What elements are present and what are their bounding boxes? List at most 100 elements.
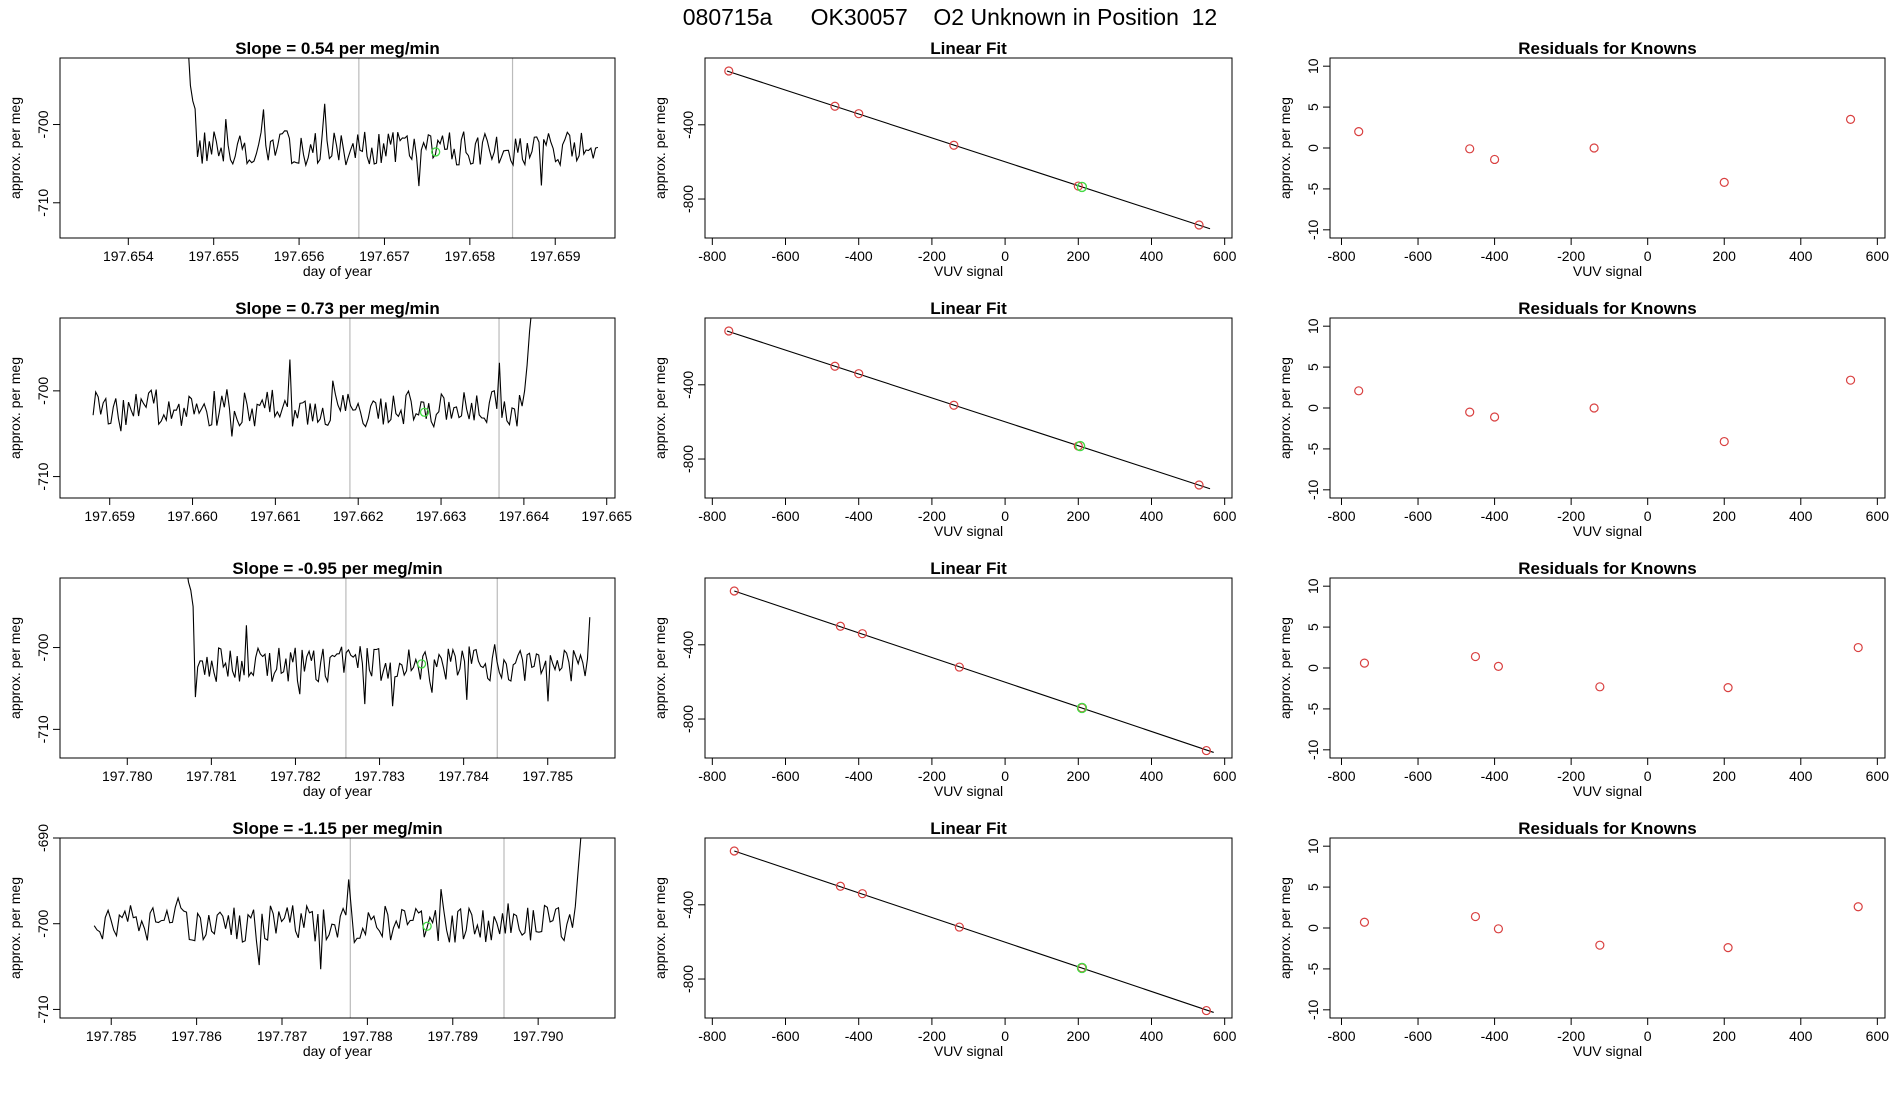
panel-title: Residuals for Knowns [1518,819,1697,838]
y-tick-label: 0 [1305,404,1321,412]
x-tick-label: 200 [1067,1028,1091,1044]
y-axis-label: approx. per meg [1277,357,1293,459]
x-tick-label: 197.783 [354,768,405,784]
y-tick-label: 5 [1305,103,1321,111]
plot-frame [704,577,1233,759]
y-tick-label: -710 [35,995,51,1023]
x-tick-label: 400 [1789,508,1813,524]
known-point [954,922,964,932]
x-tick-label: 197.782 [270,768,321,784]
x-tick-label: -800 [1327,1028,1355,1044]
known-point [830,101,840,111]
x-tick-label: 200 [1067,508,1091,524]
signal-trace [93,838,582,970]
y-tick-label: -800 [680,185,696,213]
y-tick-label: -700 [35,110,51,138]
panel-residuals-1: Residuals for Knowns -800 -600 -400 -200 0 200… [1277,39,1889,279]
x-tick-label: 197.664 [499,508,550,524]
y-tick-label: -5 [1305,442,1321,455]
x-tick-label: 600 [1866,248,1890,264]
y-tick-label: -10 [1305,219,1321,239]
plot-frame [1329,317,1886,499]
x-tick-label: -200 [918,248,946,264]
plot-area [1359,902,1863,953]
residual-point [1589,143,1599,153]
panel-residuals-3: Residuals for Knowns -800 -600 -400 -200 0 200… [1277,559,1889,799]
x-axis-label: day of year [303,1043,373,1059]
residual-point [1359,658,1370,668]
y-axis-label: approx. per meg [652,97,668,199]
residual-point [1493,661,1504,671]
y-tick-label: -700 [35,909,51,937]
x-tick-label: 197.654 [103,248,154,264]
plot-frame [59,317,616,499]
residual-point [1489,412,1500,422]
x-tick-label: -400 [845,508,873,524]
x-tick-label: -800 [1327,768,1355,784]
x-tick-label: 197.665 [581,508,632,524]
x-tick-label: 0 [1001,1028,1009,1044]
plot-area [724,326,1211,490]
x-tick-label: 197.659 [84,508,135,524]
x-tick-label: -200 [918,1028,946,1044]
x-tick-label: -400 [1481,768,1509,784]
panel-title: Residuals for Knowns [1518,39,1697,58]
panel-fit-2: Linear Fit -800 -600 -400 -200 0 200 400 600 -400… [652,299,1237,539]
known-point [1194,480,1204,490]
x-tick-label: 197.663 [416,508,467,524]
x-tick-label: 600 [1213,1028,1237,1044]
y-axis-label: approx. per meg [7,617,23,719]
y-tick-label: -710 [35,715,51,743]
x-tick-label: -600 [771,1028,799,1044]
x-tick-label: 600 [1866,1028,1890,1044]
x-tick-label: 197.788 [342,1028,393,1044]
y-tick-label: 10 [1305,318,1321,334]
known-point [1194,220,1204,230]
x-tick-label: 0 [1644,248,1652,264]
residual-point [1589,403,1599,413]
residual-point [1465,144,1475,154]
x-tick-label: 200 [1713,248,1737,264]
x-tick-label: 197.655 [188,248,239,264]
panel-title: Linear Fit [930,559,1007,578]
fit-line [726,70,1211,230]
panel-title: Slope = -1.15 per meg/min [232,819,442,838]
plot-area [729,846,1214,1016]
unknown-point-marker [416,659,427,669]
panel-title: Slope = -0.95 per meg/min [232,559,442,578]
y-tick-label: -690 [35,824,51,852]
residual-point [1359,917,1370,927]
residual-point [1719,177,1729,187]
x-tick-label: 400 [1789,1028,1813,1044]
x-tick-label: 197.658 [445,248,496,264]
panel-fit-3: Linear Fit -800 -600 -400 -200 0 200 400 600 -400… [652,559,1237,799]
residual-point [1493,924,1504,934]
y-tick-label: 0 [1305,664,1321,672]
unknown-point [1076,181,1088,193]
y-tick-label: -10 [1305,999,1321,1019]
y-tick-label: -800 [680,445,696,473]
x-axis-label: VUV signal [934,783,1003,799]
residual-point [1723,943,1733,953]
panel-fit-4: Linear Fit -800 -600 -400 -200 0 200 400 600 -400… [652,819,1237,1059]
x-tick-label: -800 [698,1028,726,1044]
x-axis-label: VUV signal [1573,523,1642,539]
x-tick-label: -200 [1557,248,1585,264]
x-tick-label: 0 [1001,508,1009,524]
y-tick-label: -700 [35,377,51,405]
y-tick-label: -5 [1305,182,1321,195]
panel-title: Slope = 0.54 per meg/min [235,39,440,58]
x-tick-label: 400 [1789,248,1813,264]
y-tick-label: -800 [680,965,696,993]
x-tick-label: -200 [1557,508,1585,524]
x-axis-label: VUV signal [1573,1043,1642,1059]
residual-point [1853,642,1863,653]
x-tick-label: 197.659 [530,248,581,264]
y-axis-label: approx. per meg [652,877,668,979]
x-tick-label: 197.781 [186,768,237,784]
known-point [729,586,739,596]
x-tick-label: 600 [1213,248,1237,264]
known-point [729,846,739,856]
signal-trace [188,58,599,187]
x-axis-label: VUV signal [1573,263,1642,279]
